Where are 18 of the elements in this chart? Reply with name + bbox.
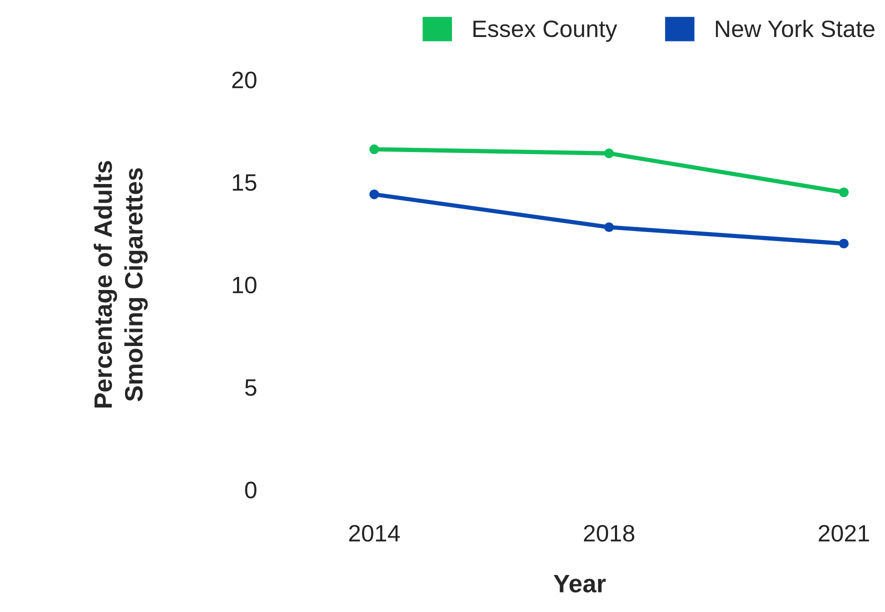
y-tick-label: 0 [245, 482, 256, 498]
x-tick-label: 2014 [349, 524, 400, 542]
y-tick-label: 5 [245, 379, 256, 396]
legend-label: New York State [716, 20, 874, 38]
legend-label: Essex County [473, 20, 618, 42]
y-tick-label: 20 [232, 72, 256, 88]
y-axis-title: Percentage of Adults Smoking Cigarettes [94, 161, 148, 408]
point [369, 190, 380, 200]
x-tick-label: 2021 [818, 524, 869, 542]
point [838, 238, 849, 248]
y-tick-label: 10 [232, 276, 256, 294]
point [604, 148, 614, 158]
x-tick-label: 2018 [584, 524, 634, 542]
point [838, 187, 849, 198]
point [369, 144, 380, 154]
y-tick-label: 15 [232, 174, 256, 191]
point [604, 222, 614, 232]
x-axis-title: Year [554, 575, 606, 592]
